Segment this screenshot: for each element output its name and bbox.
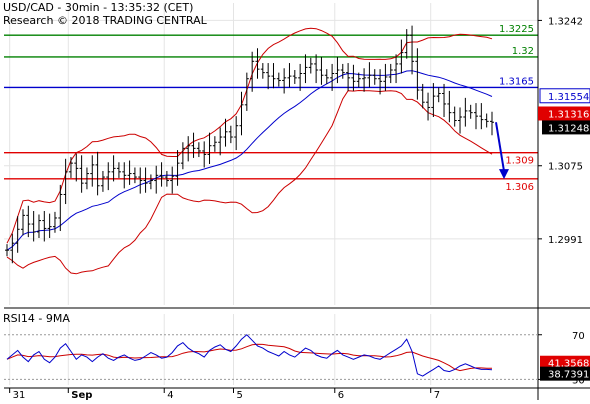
forecast-arrow-head [499,169,509,180]
rsi-panel-title: RSI14 - 9MA [3,312,70,325]
chart-header-symbol: USD/CAD - 30min - 13:35:32 (CET) [3,1,194,14]
y-tick-label: 1.2991 [548,235,583,246]
rsi-value-tag-bid: 41.3568 [548,359,589,370]
x-tick-label: 6 [338,390,344,400]
x-tick-label: 4 [167,390,173,400]
price-tag-bid: 1.31316 [548,109,589,120]
level-label-support: 1.309 [505,156,534,167]
rsi-ma-line [6,343,493,372]
x-tick-label: 31 [13,390,26,400]
level-label-resistance: 1.3225 [499,24,534,35]
y-tick-label: 1.3075 [548,162,583,173]
level-label-pivot: 1.3165 [499,76,534,87]
moving-average-line [6,70,493,251]
price-tag-bg [538,106,590,121]
bollinger-upper-line [6,27,493,244]
level-label-resistance: 1.32 [512,46,534,57]
rsi-value-tag-bg [540,366,590,381]
rsi-tick-label: 30 [572,375,585,386]
price-tag-pivot: 1.31554 [548,92,589,103]
bollinger-lower-line [6,89,493,275]
forecast-arrow-shaft [495,122,505,172]
level-label-support: 1.306 [505,182,534,193]
price-tag-bg [542,120,590,135]
price-tag-bg [539,88,590,104]
x-tick-label: Sep [71,390,92,400]
rsi-value-tag-bg [540,355,590,370]
x-tick-label: 7 [434,390,440,400]
chart-header-copyright: Research © 2018 TRADING CENTRAL [3,14,207,27]
rsi-tick-label: 70 [572,331,585,342]
x-tick-label: 5 [237,390,243,400]
rsi-line [6,334,493,377]
rsi-value-tag-current: 38.7391 [548,370,589,381]
price-tag-current: 1.31248 [548,123,589,134]
y-tick-label: 1.3242 [548,16,583,27]
